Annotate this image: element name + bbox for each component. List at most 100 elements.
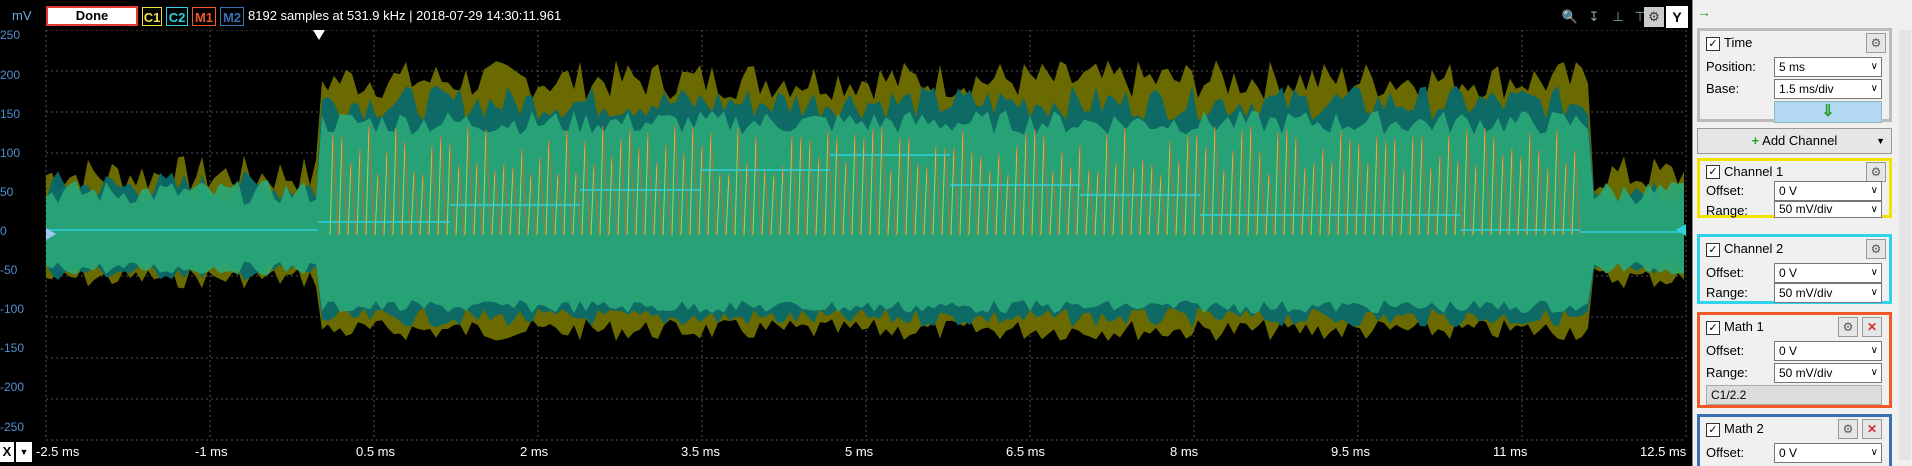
channel2-settings-icon[interactable]: ⚙ [1866, 239, 1886, 259]
c1-spike [1148, 164, 1153, 236]
m1-spike [692, 127, 699, 236]
m1-spike [683, 153, 690, 236]
channel1-title: Channel 1 [1724, 164, 1784, 179]
c1-spike [1202, 146, 1207, 236]
c1-spike [1112, 162, 1117, 236]
c1-spike [1436, 155, 1441, 236]
c1-spike [1283, 129, 1288, 236]
time-settings-icon[interactable]: ⚙ [1866, 33, 1886, 53]
chevron-down-icon[interactable]: ▼ [1876, 136, 1885, 146]
math1-settings-icon[interactable]: ⚙ [1838, 317, 1858, 337]
c1-spike [1211, 126, 1216, 236]
channel2-checkbox[interactable]: ✓ [1706, 243, 1720, 257]
c2-badge[interactable]: C2 [166, 7, 188, 26]
m1-spike [800, 137, 807, 236]
expand-arrow-icon[interactable]: → [1697, 4, 1711, 20]
math2-settings-icon[interactable]: ⚙ [1838, 419, 1858, 439]
m1-spike [1538, 149, 1545, 236]
m1-spike [386, 151, 393, 236]
chevron-down-icon: ∨ [1870, 345, 1878, 356]
m1-spike [1088, 169, 1095, 236]
math1-range-select[interactable]: 50 mV/div ∨ [1774, 363, 1882, 383]
panel-scrollbar[interactable] [1899, 30, 1911, 460]
c1-spike [401, 142, 406, 236]
x-axis-dropdown[interactable]: ▼ [16, 442, 32, 462]
c1-spike [1481, 128, 1486, 236]
m1-spike [1376, 136, 1383, 236]
y-axis-button[interactable]: Y [1666, 6, 1688, 28]
m2-badge[interactable]: M2 [220, 7, 244, 26]
channel1-checkbox[interactable]: ✓ [1706, 165, 1720, 179]
channel1-range-select[interactable]: 50 mV/div ∨ [1774, 201, 1882, 218]
m1-spike [413, 171, 420, 236]
c1-spike [743, 162, 748, 236]
m1-spike [728, 173, 735, 236]
channel1-card: ✓ Channel 1 ⚙ Offset: 0 V ∨ Range: 50 mV/… [1697, 158, 1892, 218]
channel1-offset-select[interactable]: 0 V ∨ [1774, 181, 1882, 201]
channel2-offset-select[interactable]: 0 V ∨ [1774, 263, 1882, 283]
settings-icon[interactable]: ⚙ [1644, 7, 1664, 27]
status-button[interactable]: Done [46, 6, 138, 26]
math1-expression-field[interactable]: C1/2.2 [1706, 385, 1882, 405]
add-channel-button[interactable]: + Add Channel ▼ [1697, 128, 1892, 154]
c1-spike [887, 170, 892, 236]
y-unit-label: mV [12, 8, 32, 23]
c1-spike [1382, 141, 1387, 236]
channel1-settings-icon[interactable]: ⚙ [1866, 162, 1886, 182]
m1-spike [1565, 163, 1572, 236]
math2-close-icon[interactable]: ✕ [1862, 419, 1882, 439]
x-axis-button[interactable]: X [0, 442, 14, 462]
c1-badge[interactable]: C1 [142, 7, 162, 26]
math1-offset-select[interactable]: 0 V ∨ [1774, 341, 1882, 361]
y-tick-label: 200 [0, 68, 21, 82]
base-select[interactable]: 1.5 ms/div ∨ [1774, 79, 1882, 99]
c1-spike [1085, 169, 1090, 236]
oscilloscope-view[interactable]: mV Done C1 C2 M1 M2 8192 samples at 531.… [0, 0, 1692, 466]
math1-close-icon[interactable]: ✕ [1862, 317, 1882, 337]
chevron-down-icon: ∨ [1870, 83, 1878, 94]
c1-spike [1301, 167, 1306, 236]
m1-spike [1034, 129, 1041, 236]
m1-spike [1430, 168, 1437, 236]
m1-spike [1484, 128, 1491, 236]
m1-spike [1133, 167, 1140, 236]
apply-down-arrow-icon[interactable]: ⇓ [1774, 101, 1882, 123]
cursor-bottom-icon[interactable]: ⊥ [1612, 9, 1624, 24]
position-select[interactable]: 5 ms ∨ [1774, 57, 1882, 77]
m1-spike [674, 125, 681, 236]
c1-spike [437, 136, 442, 236]
c1-spike [959, 130, 964, 236]
x-tick-label: 3.5 ms [681, 444, 721, 459]
waveform-plot[interactable] [0, 0, 1692, 466]
m1-badge[interactable]: M1 [192, 7, 216, 26]
x-tick-label: 8 ms [1170, 444, 1199, 459]
c1-spike [329, 134, 334, 236]
chevron-down-icon: ∨ [1870, 61, 1878, 72]
m1-spike [1016, 145, 1023, 236]
m1-spike [1097, 171, 1104, 236]
c1-spike [941, 148, 946, 236]
c1-spike [797, 137, 802, 236]
zoom-icon[interactable]: 🔍 [1561, 9, 1579, 24]
y-tick-label: -150 [0, 341, 25, 355]
cursor-right-icon[interactable]: ⊤ [1634, 9, 1646, 24]
time-checkbox[interactable]: ✓ [1706, 37, 1720, 51]
c1-spike [761, 169, 766, 236]
c1-spike [1391, 138, 1396, 236]
m1-spike [638, 148, 645, 236]
c1-spike [1400, 169, 1405, 236]
c1-spike [1238, 130, 1243, 236]
math1-checkbox[interactable]: ✓ [1706, 321, 1720, 335]
math2-checkbox[interactable]: ✓ [1706, 423, 1720, 437]
c1-spike [1373, 136, 1378, 236]
math2-offset-select[interactable]: 0 V ∨ [1774, 443, 1882, 463]
c1-spike [1076, 145, 1081, 236]
m1-spike [1079, 145, 1086, 236]
x-tick-label: 5 ms [845, 444, 874, 459]
channel2-range-select[interactable]: 50 mV/div ∨ [1774, 283, 1882, 303]
c1-zero-marker [46, 228, 56, 240]
c1-spike [1094, 171, 1099, 236]
m1-spike [1385, 141, 1392, 236]
chevron-down-icon: ∨ [1870, 367, 1878, 378]
cursor-left-icon[interactable]: ↧ [1588, 9, 1600, 24]
